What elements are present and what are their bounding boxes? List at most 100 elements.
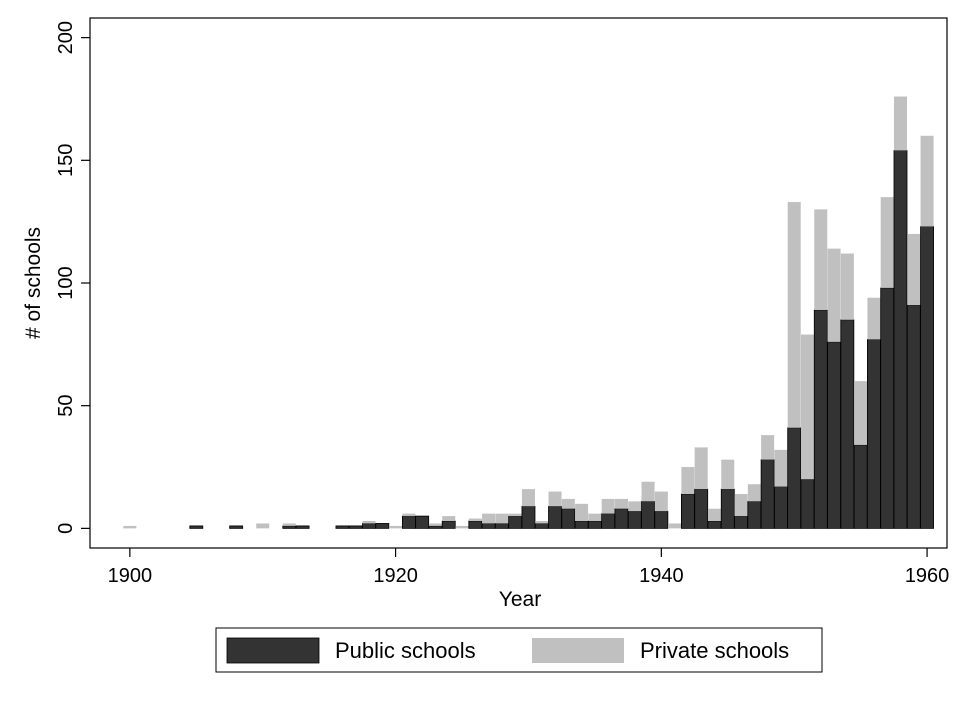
bar-public-1923 <box>428 525 443 529</box>
bar-private-1958 <box>893 96 908 151</box>
bar-public-1918 <box>362 523 376 529</box>
bar-private-1930 <box>521 489 535 507</box>
bar-private-1952 <box>814 209 828 310</box>
bar-private-1934 <box>575 503 589 522</box>
bar-public-1929 <box>508 515 523 529</box>
bar-private-1910 <box>256 523 270 529</box>
bar-public-1939 <box>641 500 655 529</box>
bar-private-1921 <box>402 513 416 517</box>
y-tick-label-150: 150 <box>55 144 77 177</box>
bar-public-1928 <box>494 523 509 529</box>
bar-public-1948 <box>760 459 775 529</box>
legend-swatch-private <box>532 638 624 663</box>
bar-public-1931 <box>534 523 549 529</box>
y-tick-label-200: 200 <box>55 21 77 54</box>
bar-private-1950 <box>787 202 801 428</box>
legend: Public schools Private schools <box>215 627 823 673</box>
y-tick-label-100: 100 <box>55 266 77 299</box>
y-axis-title: # of schools <box>22 227 45 339</box>
bar-private-1923 <box>428 523 442 526</box>
bar-public-1957 <box>880 287 895 529</box>
bar-public-1919 <box>375 523 390 529</box>
x-tick-label-1940: 1940 <box>639 565 684 587</box>
bar-private-1943 <box>694 447 708 490</box>
bar-private-1924 <box>442 516 456 522</box>
bar-private-1900 <box>123 525 137 529</box>
legend-label-public: Public schools <box>335 638 476 663</box>
bar-public-1936 <box>601 513 616 529</box>
bar-public-1955 <box>853 444 868 529</box>
bar-public-1912 <box>282 525 297 529</box>
bar-private-1929 <box>508 513 522 517</box>
bar-public-1959 <box>906 304 921 529</box>
bar-private-1940 <box>654 491 668 512</box>
bar-private-1927 <box>482 513 496 524</box>
x-tick-label-1900: 1900 <box>108 565 153 587</box>
bar-private-1945 <box>721 459 735 490</box>
bar-public-1924 <box>441 520 456 529</box>
bar-private-1928 <box>495 513 509 524</box>
bar-public-1958 <box>893 150 908 529</box>
bar-private-1957 <box>880 197 894 288</box>
bar-public-1932 <box>548 505 562 529</box>
bar-public-1905 <box>189 525 204 529</box>
bar-public-1930 <box>521 505 536 529</box>
bar-public-1933 <box>561 508 576 529</box>
bars-layer <box>123 96 934 529</box>
bar-private-1941 <box>668 523 682 529</box>
bar-public-1953 <box>827 341 841 529</box>
bar-private-1944 <box>707 508 721 522</box>
bar-public-1950 <box>787 427 802 529</box>
bar-private-1954 <box>840 253 854 320</box>
bar-private-1937 <box>614 498 628 509</box>
x-tick-label-1960: 1960 <box>905 565 950 587</box>
bar-private-1960 <box>920 135 934 227</box>
bar-private-1933 <box>561 498 575 509</box>
bar-private-1951 <box>800 334 814 480</box>
bar-private-1946 <box>734 494 748 517</box>
bar-private-1926 <box>468 518 482 522</box>
bar-private-1931 <box>535 521 549 524</box>
bar-private-1920 <box>389 525 403 529</box>
bar-private-1949 <box>774 449 788 487</box>
bar-private-1947 <box>747 484 761 502</box>
bar-public-1940 <box>654 510 669 529</box>
bar-private-1948 <box>761 435 775 460</box>
bar-public-1917 <box>348 525 363 529</box>
bar-private-1959 <box>907 233 921 306</box>
bar-public-1927 <box>481 523 496 529</box>
bar-private-1956 <box>867 297 881 340</box>
bar-public-1938 <box>627 510 642 529</box>
x-tick-label-1920: 1920 <box>373 565 418 587</box>
bar-public-1956 <box>867 339 881 529</box>
bar-public-1949 <box>774 486 788 529</box>
bar-public-1926 <box>468 520 483 529</box>
bar-public-1913 <box>295 525 310 529</box>
bar-public-1946 <box>734 515 748 529</box>
bar-public-1952 <box>813 309 828 529</box>
bar-private-1912 <box>282 523 296 526</box>
bar-public-1947 <box>747 500 762 529</box>
bar-public-1934 <box>574 520 589 529</box>
bar-public-1935 <box>587 520 602 529</box>
bar-public-1951 <box>800 478 815 529</box>
legend-label-private: Private schools <box>640 638 789 663</box>
bar-private-1953 <box>827 248 841 342</box>
bar-public-1954 <box>840 319 855 529</box>
y-tick-label-50: 50 <box>55 395 77 417</box>
bar-private-1932 <box>548 491 562 507</box>
bar-private-1935 <box>588 513 602 522</box>
bar-public-1945 <box>720 488 735 529</box>
bar-private-1938 <box>628 501 642 512</box>
bar-public-1937 <box>614 508 629 529</box>
bar-private-1918 <box>362 521 376 524</box>
bar-public-1908 <box>229 525 244 529</box>
bar-private-1942 <box>681 467 695 495</box>
bar-public-1944 <box>707 520 722 529</box>
bar-public-1943 <box>694 488 709 529</box>
axes-layer: 1900 1920 1940 1960 0 50 100 150 200 <box>55 21 949 587</box>
legend-swatch-public <box>226 637 320 664</box>
bar-public-1922 <box>415 515 430 529</box>
bar-public-1960 <box>920 226 934 529</box>
